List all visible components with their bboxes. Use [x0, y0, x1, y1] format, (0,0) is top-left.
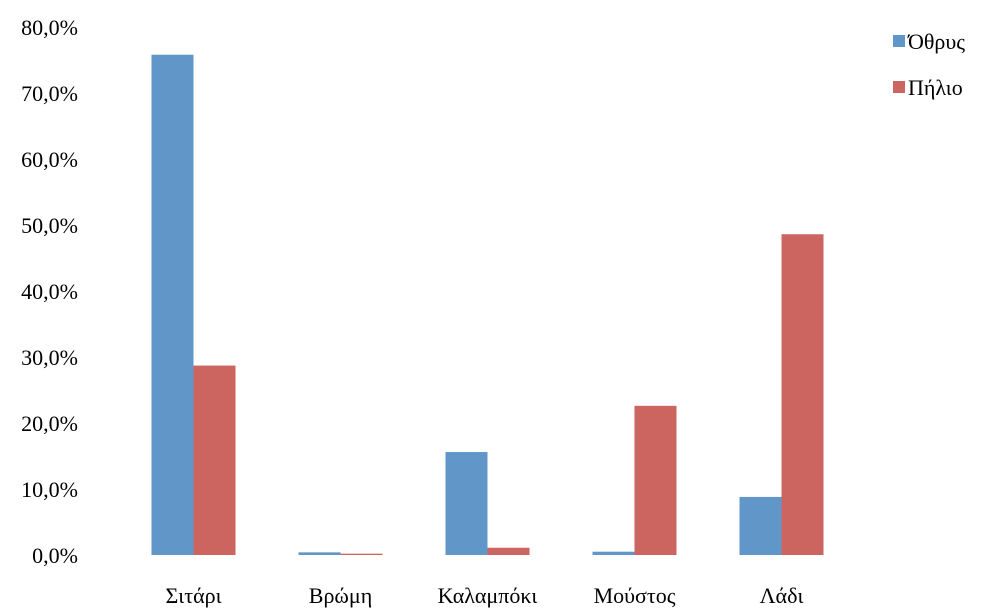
legend-label: Όθρυς — [907, 29, 965, 54]
bar-series1 — [298, 552, 341, 555]
bar-series2 — [487, 547, 530, 555]
y-tick-label: 0,0% — [32, 543, 78, 568]
legend-label: Πήλιο — [908, 75, 963, 100]
legend-swatch — [893, 81, 905, 93]
x-tick-label: Σιτάρι — [166, 583, 222, 608]
bar-series1 — [151, 54, 194, 555]
y-tick-label: 70,0% — [21, 81, 78, 106]
y-tick-label: 40,0% — [21, 279, 78, 304]
bar-series2 — [781, 234, 824, 556]
bar-series1 — [592, 551, 635, 555]
bar-series2 — [340, 553, 383, 555]
y-tick-label: 30,0% — [21, 345, 78, 370]
x-tick-label: Μούστος — [594, 583, 676, 608]
bar-series1 — [739, 496, 782, 555]
x-tick-label: Βρώμη — [309, 583, 372, 608]
axis-layer: 0,0% 10,0% 20,0% 30,0% 40,0% 50,0% 60,0% 70,0% 8… — [21, 15, 803, 608]
x-tick-label: Λάδι — [760, 583, 804, 608]
legend-swatch — [893, 35, 905, 47]
bars-layer — [151, 54, 824, 556]
y-tick-label: 80,0% — [21, 15, 78, 40]
bar-series1 — [445, 452, 488, 555]
legend: Όθρυς Πήλιο — [893, 29, 965, 100]
y-tick-label: 20,0% — [21, 411, 78, 436]
y-tick-label: 10,0% — [21, 477, 78, 502]
y-tick-label: 50,0% — [21, 213, 78, 238]
bar-series2 — [193, 365, 236, 555]
y-tick-label: 60,0% — [21, 147, 78, 172]
bar-series2 — [634, 405, 677, 555]
x-tick-label: Καλαμπόκι — [438, 583, 538, 608]
